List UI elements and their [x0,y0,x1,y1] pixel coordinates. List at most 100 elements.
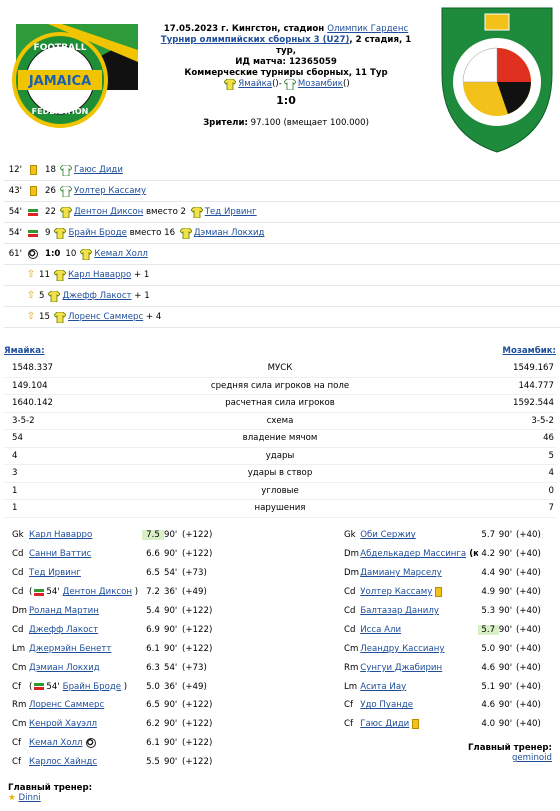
player-name: Дамиану Марселу [360,568,478,578]
lineup-row: Cd (54' Дентон Диксон ) 7.2 36' (+49) [6,583,266,602]
player-link[interactable]: Карл Наварро [29,530,93,541]
lineup-row: Dm Роланд Мартин 5.4 90' (+122) [6,602,266,621]
comparison-row: 54 владение мячом 46 [4,430,556,448]
assist-row: ⇧ 15 Лоренс Саммерс + 4 [4,307,560,328]
lineup-row: Cd Уолтер Кассаму 4.9 90' (+40) [338,583,558,602]
away-team-link[interactable]: Мозамбик: [502,346,556,356]
lineup-row: Cm Кенрой Хауэлл 6.2 90' (+122) [6,715,266,734]
lineup-row: Rm Лоренс Саммерс 6.5 90' (+122) [6,696,266,715]
player-link[interactable]: Лоренс Саммерс [67,312,144,322]
player-link[interactable]: Джермэйн Бенетт [29,643,112,654]
player-rating: 6.1 [146,738,160,749]
position-label: Cf [12,757,22,768]
player-link[interactable]: Кемал Холл [94,249,148,259]
away-team-link[interactable]: Мозамбик [297,79,343,89]
player-link[interactable]: Тед Ирвинг [29,568,81,579]
substitution-icon [34,588,45,597]
player-name: Лоренс Саммерс [29,700,142,710]
player-link[interactable]: Дамиану Марселу [360,568,442,579]
position-label: Dm [12,606,27,616]
player-link[interactable]: Гаюс Диди [73,165,123,175]
assist-row: ⇧ 11 Карл Наварро + 1 [4,265,560,286]
player-rating: 5.7 [481,530,496,541]
player-link[interactable]: Сунгуи Джабирин [360,662,443,673]
metric-label: удары [265,450,295,461]
player-link[interactable]: Оби Сержиу [360,530,416,541]
player-link[interactable]: Дэмиан Локхид [193,228,265,238]
player-link[interactable]: Балтазар Данилу [360,606,439,616]
player-name: Джефф Лакост [29,625,142,635]
lineup-row: Cf Кемал Холл 6.1 90' (+122) [6,734,266,753]
player-link[interactable]: Дэмиан Локхид [29,662,100,673]
spectators: Зрители: 97.100 (вмещает 100.000) [203,118,369,128]
minutes-played: 90' [498,719,513,730]
player-link[interactable]: Тед Ирвинг [204,207,257,217]
metric-label: нарушения [254,503,306,514]
player-link[interactable]: Уолтер Кассаму [73,186,147,196]
player-link[interactable]: Уолтер Кассаму [360,587,433,598]
player-rating: 6.5 [146,568,160,579]
home-value: 54 [12,433,23,444]
lineup-row: Lm Асита Йау 5.1 90' (+40) [338,677,558,696]
player-name: Роланд Мартин [29,606,142,616]
home-team-logo[interactable]: JAMAICA FOOTBALL FEDERATION [8,22,138,132]
lineup-row: Cd Джефф Лакост 6.9 90' (+122) [6,620,266,639]
home-team-link[interactable]: Ямайка [238,79,273,89]
comparison-row: 3 удары в створ 4 [4,465,556,483]
minutes-played: 36' [164,587,178,598]
player-link[interactable]: Брайн Броде [68,228,127,238]
player-link[interactable]: Джефф Лакост [62,291,132,301]
position-label: Cd [12,587,24,598]
assist-arrow-icon: ⇧ [26,269,36,280]
comparison-row: 1548.337 МУСК 1549.167 [4,360,556,378]
player-link[interactable]: Карл Наварро [67,270,132,280]
player-rating: 7.5 [142,530,164,541]
player-name: Карл Наварро [29,530,142,540]
player-link[interactable]: Кемал Холл [29,738,83,749]
experience-gain: (+40) [515,530,541,541]
player-rating: 6.1 [146,643,160,654]
yellow-card-icon [29,165,37,175]
yellow-shirt-icon [53,269,66,281]
player-link[interactable]: Брайн Броде [62,681,122,692]
minutes-played: 90' [164,606,178,616]
player-link[interactable]: Карлос Хайндс [29,757,98,768]
comparison-row: 149.104 средняя сила игроков на поле 144.7… [4,378,556,395]
player-link[interactable]: Дентон Диксон [62,587,132,598]
player-link[interactable]: Исса Али [360,624,402,635]
tournament-line: Турнир олимпийских сборных 3 (U27), 2 ст… [160,35,412,56]
tournament-link[interactable]: Турнир олимпийских сборных 3 (U27) [160,35,350,45]
player-name: Абделькадер Массинга(к) [360,549,478,560]
experience-gain: (+73) [182,662,207,673]
player-name: (54' Брайн Броде ) [29,681,128,692]
stadium-link[interactable]: Олимпик Гарденс [327,24,409,34]
player-link[interactable]: Джефф Лакост [29,624,99,635]
player-link[interactable]: Удо Пуанде [360,700,414,711]
player-link[interactable]: Лоренс Саммерс [29,700,105,711]
home-value: 3 [12,468,18,479]
coach-link[interactable]: Dinni [18,793,41,803]
home-value: 1 [12,485,18,496]
player-link[interactable]: Санни Ваттис [29,549,92,560]
player-link[interactable]: Абделькадер Массинга [360,549,467,560]
player-name: Дэмиан Локхид [29,663,142,673]
player-link[interactable]: Гаюс Диди [360,719,410,730]
player-link[interactable]: Кенрой Хауэлл [29,719,97,730]
home-team-link[interactable]: Ямайка: [4,346,45,356]
event-row: 54' 22 Дентон Диксон вместо 2 Тед Ирвинг [4,202,560,223]
experience-gain: (+122) [182,757,213,768]
position-label: Cm [344,643,359,654]
player-rating: 6.5 [146,700,160,711]
coach-link[interactable]: geminoid [511,753,552,763]
player-link[interactable]: Асита Йау [360,681,407,692]
player-link[interactable]: Леандру Кассиану [360,643,445,654]
player-link[interactable]: Дентон Диксон [73,207,144,217]
player-link[interactable]: Роланд Мартин [29,606,99,616]
position-label: Cf [344,700,354,711]
away-team-logo[interactable] [438,4,556,154]
player-name: Исса Али [360,625,478,635]
minutes-played: 54' [164,662,178,673]
experience-gain: (+40) [515,587,541,598]
substitution-icon [28,229,38,238]
match-header: JAMAICA FOOTBALL FEDERATION 17.05.2023 г… [0,0,560,160]
